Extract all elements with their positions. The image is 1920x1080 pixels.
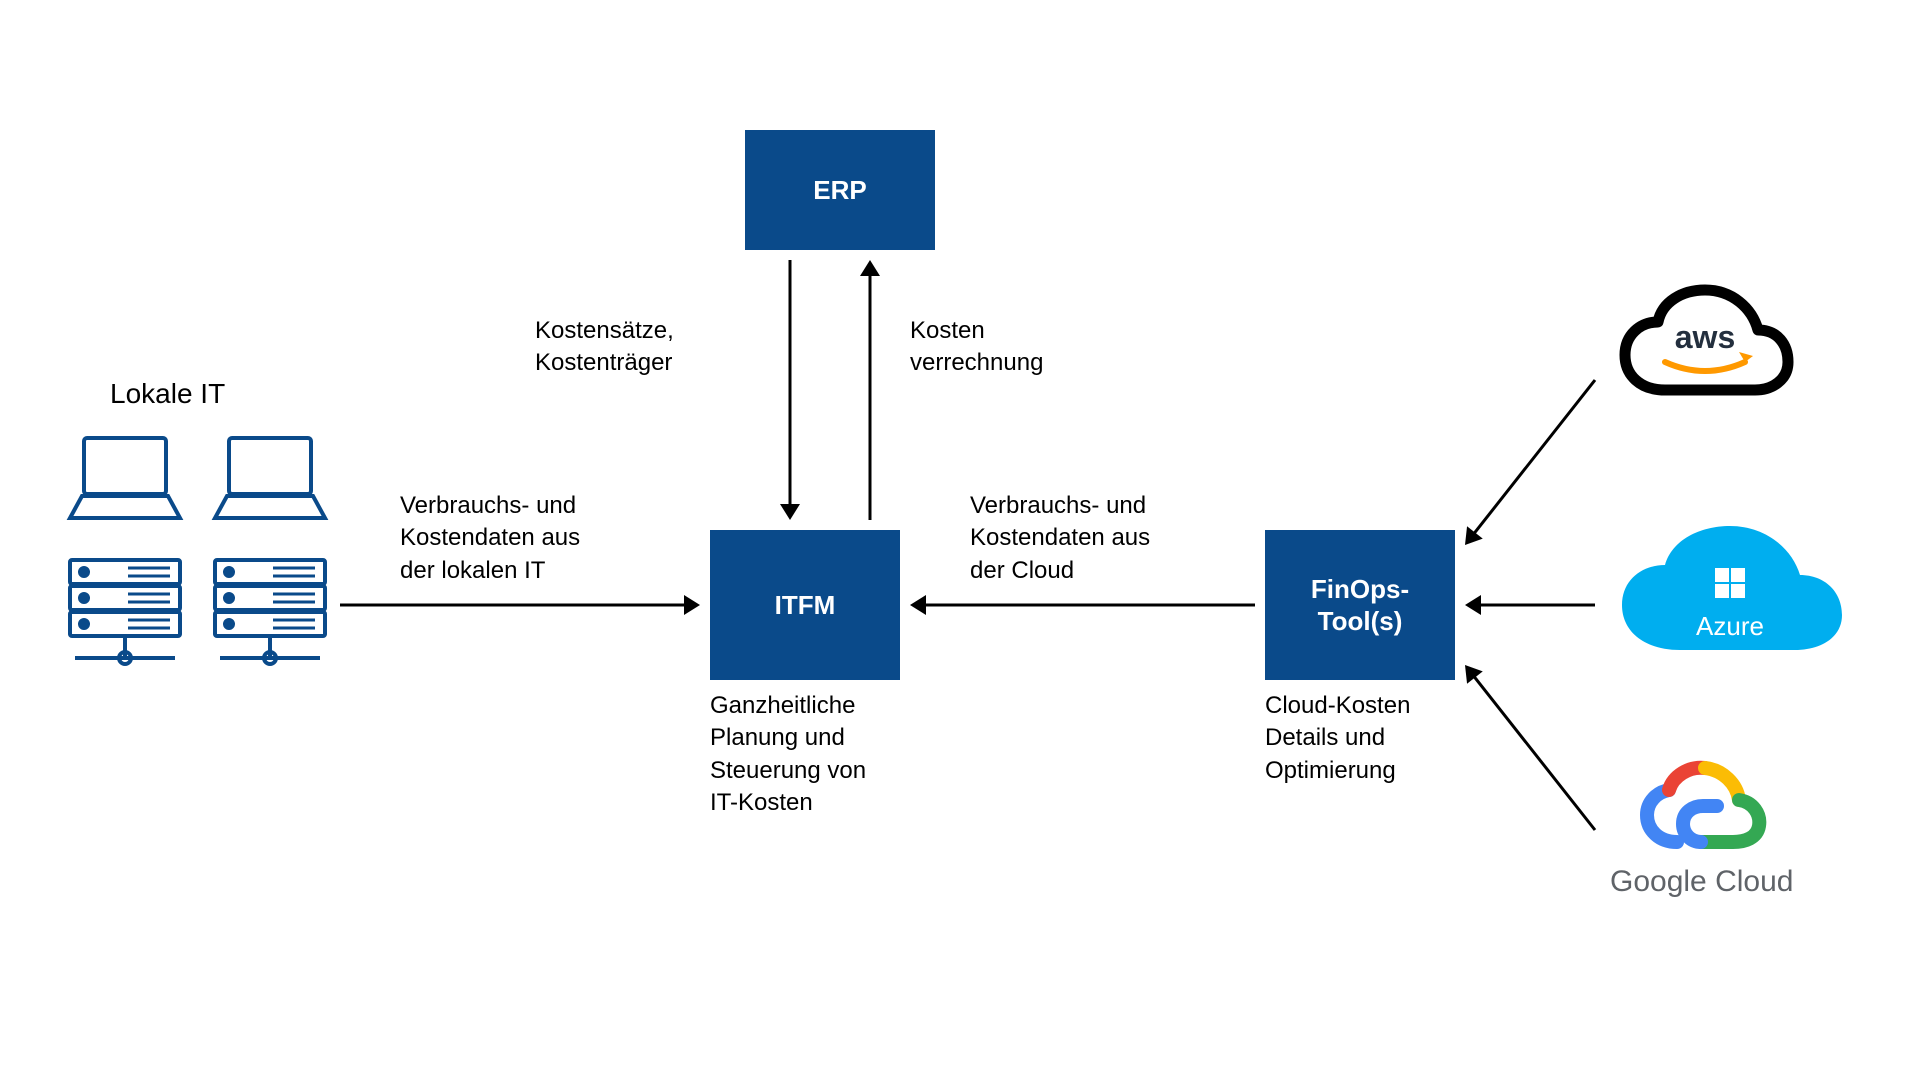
gcp-cloud-icon	[1637, 760, 1767, 860]
node-finops: FinOps- Tool(s)	[1265, 530, 1455, 680]
aws-cloud-icon: aws	[1610, 280, 1800, 430]
edge-label-itfm-erp: Kosten verrechnung	[910, 315, 1043, 380]
diagram-canvas: ERP ITFM Ganzheitliche Planung und Steue…	[0, 0, 1920, 1080]
lokale-it-title: Lokale IT	[110, 375, 225, 413]
node-erp: ERP	[745, 130, 935, 250]
lokale-it-icons	[60, 430, 340, 715]
gcp-logo: Google Cloud	[1610, 760, 1793, 899]
azure-cloud-icon: Azure	[1610, 520, 1850, 690]
node-erp-label: ERP	[813, 174, 866, 207]
gcp-text: Google Cloud	[1610, 865, 1793, 899]
caption-itfm: Ganzheitliche Planung und Steuerung von …	[710, 690, 866, 820]
lokale-it-svg	[60, 430, 340, 710]
node-itfm: ITFM	[710, 530, 900, 680]
edge-label-lokale-itfm: Verbrauchs- und Kostendaten aus der loka…	[400, 490, 580, 587]
node-finops-label: FinOps- Tool(s)	[1275, 573, 1445, 638]
azure-logo: Azure	[1610, 520, 1850, 695]
node-itfm-label: ITFM	[775, 589, 836, 622]
aws-logo: aws	[1610, 280, 1800, 435]
edge-label-finops-itfm: Verbrauchs- und Kostendaten aus der Clou…	[970, 490, 1150, 587]
aws-text: aws	[1675, 319, 1735, 355]
caption-finops: Cloud-Kosten Details und Optimierung	[1265, 690, 1410, 787]
azure-text: Azure	[1696, 611, 1764, 641]
edge-label-erp-itfm: Kostensätze, Kostenträger	[535, 315, 674, 380]
